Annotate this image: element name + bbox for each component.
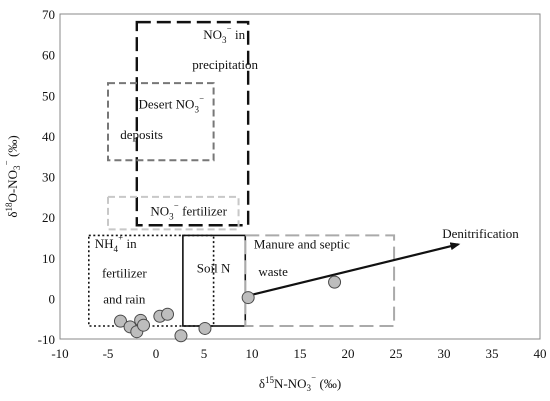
annotation-desert-1: Desert NO3⁻​ (138, 95, 204, 114)
annotation-fert: NO3⁻​ fertilizer (150, 203, 227, 222)
y-tick-label: 30 (42, 170, 55, 185)
y-axis-label: δ18O-NO3⁻ (‰) (4, 135, 22, 217)
plot-area-border (59, 13, 541, 340)
axis-ticks: -10 -5 0 5 10 15 20 25 30 35 40 -10 0 10 20 30 40 50 60 70 (38, 7, 547, 361)
x-tick-label: -10 (51, 346, 68, 361)
annotation-nh4-3: and rain (103, 292, 146, 307)
annotation-manure-2: waste (258, 264, 288, 279)
data-point (161, 307, 175, 321)
x-tick-label: 15 (294, 346, 307, 361)
y-tick-label: 60 (42, 48, 55, 63)
data-points (113, 275, 342, 343)
data-point (241, 291, 255, 305)
data-point (328, 275, 342, 289)
x-tick-label: 20 (342, 346, 355, 361)
x-tick-label: 5 (201, 346, 208, 361)
x-tick-label: 0 (153, 346, 160, 361)
y-tick-label: 20 (42, 210, 55, 225)
x-tick-label: 40 (534, 346, 547, 361)
annotation-denit: Denitrification (442, 226, 519, 241)
y-tick-label: 50 (42, 88, 55, 103)
x-tick-label: 35 (486, 346, 499, 361)
annotation-nh4-2: fertilizer (102, 265, 147, 280)
region-soil-n (182, 234, 247, 327)
annotation-nh4-1: NH4⁺​ in (95, 235, 137, 254)
data-point (137, 318, 151, 332)
x-tick-label: 25 (390, 346, 403, 361)
denitrification-arrow-group (245, 242, 461, 298)
data-point (113, 314, 127, 328)
annotation-precip-1: NO3⁻​ in (203, 26, 245, 45)
x-tick-label: 10 (246, 346, 259, 361)
x-tick-label: 30 (438, 346, 451, 361)
region-no3-fertilizer (107, 195, 240, 231)
x-tick-label: -5 (103, 346, 114, 361)
x-axis-label: δ15N-NO3⁻ (‰) (259, 375, 341, 393)
annotation-precip-2: precipitation (192, 57, 258, 72)
axis-labels: δ15N-NO3⁻ (‰) δ18O-NO3⁻ (‰) (4, 135, 341, 393)
region-desert-no3-deposits (107, 82, 215, 162)
y-tick-label: 40 (42, 129, 55, 144)
denitrification-arrow (245, 242, 461, 298)
y-tick-label: 10 (42, 251, 55, 266)
y-tick-label: 0 (49, 291, 56, 306)
data-point (174, 329, 188, 343)
region-no3-in-precipitation (135, 20, 250, 227)
y-tick-label: 70 (42, 7, 55, 22)
y-tick-label: -10 (38, 332, 55, 347)
region-manure-and-septic-waste (244, 234, 396, 327)
source-regions (88, 20, 396, 327)
annotation-soil: Soil N (197, 260, 231, 275)
data-point (198, 321, 212, 335)
annotation-manure-1: Manure and septic (254, 236, 350, 251)
annotations: NO3⁻​ in precipitation Desert NO3⁻​ deposit… (95, 26, 520, 306)
annotation-desert-2: deposits (120, 127, 163, 142)
plot-frame (59, 13, 541, 340)
